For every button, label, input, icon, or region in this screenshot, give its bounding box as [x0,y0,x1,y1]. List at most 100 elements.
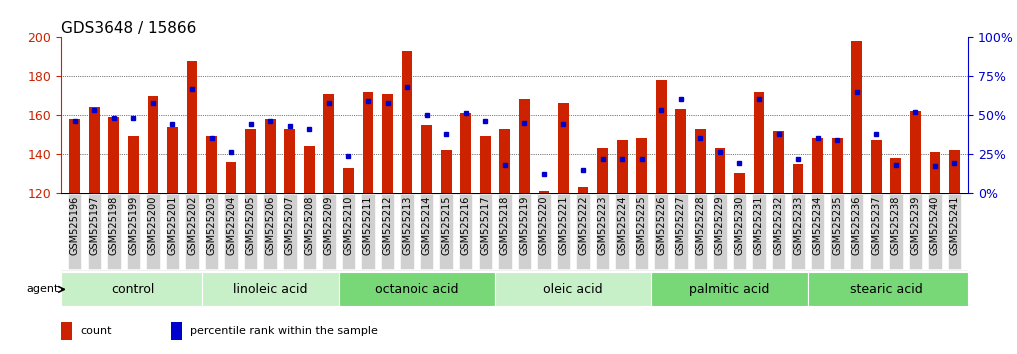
Text: GSM525201: GSM525201 [168,195,177,255]
Bar [813,138,823,193]
Bar [402,51,413,193]
FancyBboxPatch shape [126,194,140,269]
Bar [851,41,862,193]
Text: GSM525220: GSM525220 [539,195,549,255]
Bar [891,158,901,193]
Bar [558,103,569,193]
FancyBboxPatch shape [479,194,492,269]
FancyBboxPatch shape [495,272,652,307]
Text: GSM525210: GSM525210 [344,195,354,255]
FancyBboxPatch shape [420,194,433,269]
FancyBboxPatch shape [68,194,81,269]
Bar [128,136,138,193]
Text: GSM525202: GSM525202 [187,195,197,255]
FancyBboxPatch shape [204,194,219,269]
FancyBboxPatch shape [870,194,883,269]
Bar [88,107,100,193]
Bar [69,119,80,193]
FancyBboxPatch shape [439,194,453,269]
Text: GSM525235: GSM525235 [832,195,842,255]
FancyBboxPatch shape [831,194,844,269]
Text: oleic acid: oleic acid [543,283,603,296]
Text: GSM525200: GSM525200 [147,195,158,255]
Bar [637,138,647,193]
FancyBboxPatch shape [201,272,339,307]
Text: GSM525229: GSM525229 [715,195,725,255]
FancyBboxPatch shape [107,194,121,269]
Text: GSM525216: GSM525216 [461,195,471,255]
Bar [519,99,530,193]
FancyBboxPatch shape [303,194,316,269]
Text: GSM525232: GSM525232 [774,195,783,255]
Bar [109,117,119,193]
Text: GSM525207: GSM525207 [285,195,295,255]
Bar [832,138,842,193]
Text: GSM525230: GSM525230 [734,195,744,255]
Bar [304,146,314,193]
FancyBboxPatch shape [263,194,277,269]
FancyBboxPatch shape [615,194,629,269]
FancyBboxPatch shape [283,194,297,269]
Text: GSM525231: GSM525231 [754,195,764,255]
FancyBboxPatch shape [791,194,804,269]
Bar [910,111,920,193]
Text: palmitic acid: palmitic acid [690,283,770,296]
FancyBboxPatch shape [948,194,961,269]
Text: count: count [80,326,112,336]
Text: GSM525238: GSM525238 [891,195,901,255]
Bar [382,93,393,193]
Text: linoleic acid: linoleic acid [233,283,307,296]
Text: GSM525240: GSM525240 [930,195,940,255]
Bar [930,152,941,193]
FancyBboxPatch shape [146,194,160,269]
FancyBboxPatch shape [322,194,336,269]
Text: control: control [112,283,155,296]
FancyBboxPatch shape [772,194,785,269]
Text: GSM525226: GSM525226 [656,195,666,255]
FancyBboxPatch shape [498,194,512,269]
FancyBboxPatch shape [713,194,726,269]
Text: GSM525223: GSM525223 [598,195,607,255]
Text: octanoic acid: octanoic acid [375,283,459,296]
Text: GSM525196: GSM525196 [70,195,79,255]
Text: GSM525237: GSM525237 [872,195,882,255]
FancyBboxPatch shape [889,194,903,269]
Bar [539,191,549,193]
Bar [285,129,295,193]
Text: stearic acid: stearic acid [849,283,922,296]
Text: GSM525221: GSM525221 [558,195,569,255]
Text: GSM525228: GSM525228 [696,195,706,255]
Bar [167,127,178,193]
Bar [440,150,452,193]
Bar [499,129,511,193]
Text: GSM525206: GSM525206 [265,195,276,255]
FancyBboxPatch shape [732,194,746,269]
Text: GSM525241: GSM525241 [950,195,959,255]
FancyBboxPatch shape [929,194,942,269]
FancyBboxPatch shape [655,194,668,269]
Bar [480,136,490,193]
Text: GSM525239: GSM525239 [910,195,920,255]
FancyBboxPatch shape [811,194,825,269]
Text: GDS3648 / 15866: GDS3648 / 15866 [61,21,196,36]
Text: percentile rank within the sample: percentile rank within the sample [190,326,377,336]
Bar [245,129,256,193]
FancyBboxPatch shape [244,194,257,269]
FancyBboxPatch shape [225,194,238,269]
FancyBboxPatch shape [694,194,707,269]
Bar [187,61,197,193]
Text: GSM525211: GSM525211 [363,195,373,255]
FancyBboxPatch shape [556,194,571,269]
FancyBboxPatch shape [577,194,590,269]
Text: GSM525219: GSM525219 [520,195,530,255]
Text: GSM525212: GSM525212 [382,195,393,255]
Bar [323,93,335,193]
FancyBboxPatch shape [674,194,687,269]
Text: GSM525224: GSM525224 [617,195,627,255]
FancyBboxPatch shape [401,194,414,269]
FancyBboxPatch shape [61,272,201,307]
FancyBboxPatch shape [87,194,101,269]
Bar [461,113,471,193]
Text: GSM525222: GSM525222 [578,195,588,255]
Bar [206,136,217,193]
